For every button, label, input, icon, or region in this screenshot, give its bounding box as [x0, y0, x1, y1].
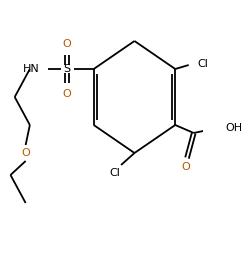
Text: O: O: [21, 148, 30, 158]
Text: OH: OH: [226, 123, 241, 133]
Text: O: O: [62, 39, 71, 49]
Text: Cl: Cl: [197, 59, 208, 69]
Text: O: O: [181, 162, 190, 172]
Text: O: O: [62, 89, 71, 99]
Text: S: S: [63, 64, 70, 74]
Text: Cl: Cl: [110, 168, 120, 178]
Text: HN: HN: [23, 64, 40, 74]
